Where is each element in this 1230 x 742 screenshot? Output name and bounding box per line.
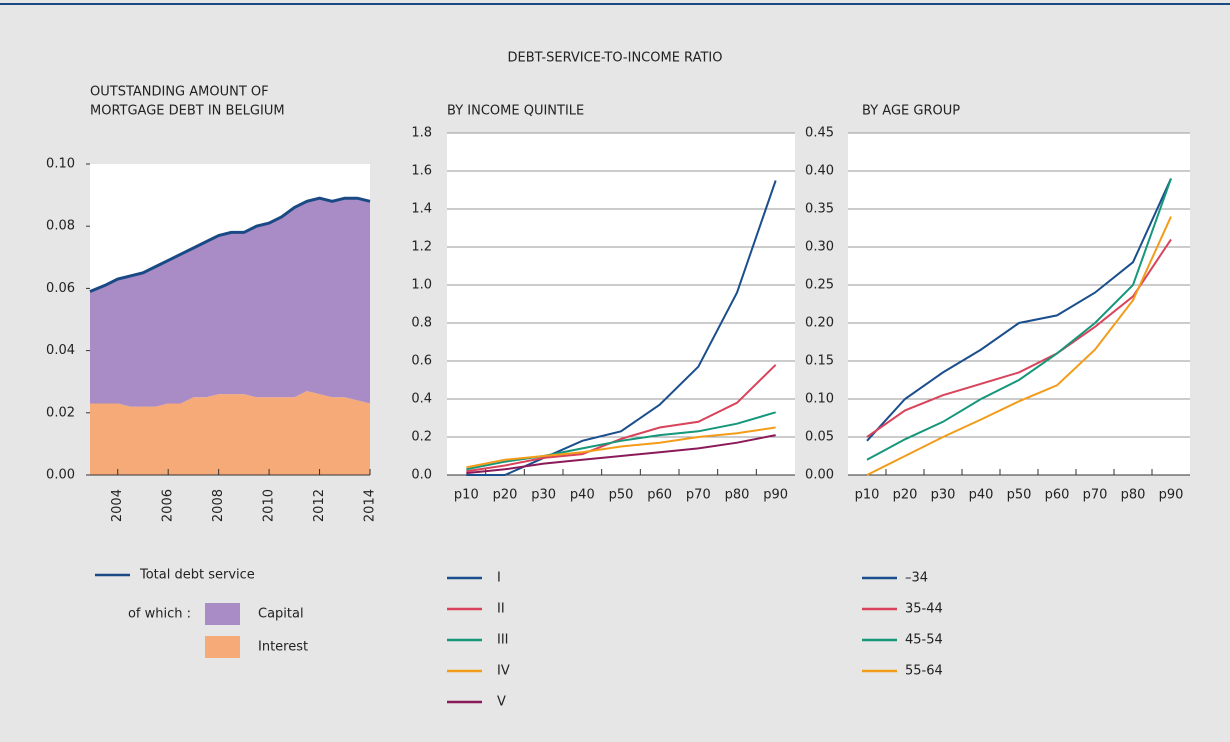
y-tick-label: 0.45 [805, 126, 834, 141]
x-tick-label: 2008 [211, 489, 226, 522]
x-tick-label: p30 [531, 488, 556, 503]
y-tick-label: 1.0 [411, 278, 432, 293]
y-tick-label: 0.6 [411, 354, 432, 369]
y-tick-label: 0.08 [46, 219, 75, 234]
x-tick-label: p90 [763, 488, 788, 503]
x-tick-label: p40 [570, 488, 595, 503]
line [466, 364, 777, 473]
y-tick-label: 1.2 [411, 240, 432, 255]
x-tick-label: p10 [855, 488, 880, 503]
y-tick-label: 0.25 [805, 278, 834, 293]
legend-label: 55-64 [905, 664, 943, 679]
legend-swatch [205, 603, 240, 625]
y-tick-label: 0.0 [411, 468, 432, 483]
x-tick-label: p70 [686, 488, 711, 503]
x-tick-label: 2012 [312, 489, 327, 522]
plot-area [848, 133, 1190, 475]
y-tick-label: 0.00 [805, 468, 834, 483]
line [466, 426, 776, 469]
panel-title: BY INCOME QUINTILE [447, 104, 584, 119]
y-tick-label: 0.10 [46, 157, 75, 172]
line [466, 411, 776, 471]
y-tick-label: 1.8 [411, 126, 432, 141]
x-tick-label: p80 [1121, 488, 1146, 503]
y-tick-label: 0.20 [805, 316, 834, 331]
line [866, 216, 1172, 476]
y-tick-label: 0.04 [46, 343, 75, 358]
legend-label: Capital [258, 607, 304, 622]
y-tick-label: 1.4 [411, 202, 432, 217]
y-tick-label: 0.06 [46, 281, 75, 296]
plot-area [447, 133, 795, 475]
legend-swatch [205, 636, 240, 658]
figure-title: DEBT-SERVICE-TO-INCOME RATIO [508, 51, 723, 66]
y-tick-label: 0.15 [805, 354, 834, 369]
y-tick-label: 0.40 [805, 164, 834, 179]
x-tick-label: p70 [1083, 488, 1108, 503]
x-tick-label: p20 [493, 488, 518, 503]
legend-label: II [497, 602, 505, 617]
x-tick-label: p40 [969, 488, 994, 503]
legend-label: Total debt service [139, 568, 255, 583]
line [466, 434, 776, 475]
legend-label: 45-54 [905, 633, 943, 648]
legend-label: 35-44 [905, 602, 943, 617]
x-tick-label: p60 [647, 488, 672, 503]
legend-label: III [497, 633, 509, 648]
y-tick-label: 0.2 [411, 430, 432, 445]
panel-title: MORTGAGE DEBT IN BELGIUM [90, 104, 285, 119]
x-tick-label: p50 [1007, 488, 1032, 503]
y-tick-label: 0.00 [46, 468, 75, 483]
x-tick-label: 2004 [110, 489, 125, 522]
legend-note: of which : [128, 607, 191, 622]
y-tick-label: 0.35 [805, 202, 834, 217]
area [90, 391, 370, 475]
x-tick-label: p30 [931, 488, 956, 503]
line [866, 238, 1172, 438]
line [866, 178, 1172, 461]
line [89, 196, 371, 293]
panel-title: OUTSTANDING AMOUNT OF [90, 85, 269, 100]
x-tick-label: p50 [609, 488, 634, 503]
line [866, 178, 1172, 442]
legend-label: I [497, 571, 501, 586]
y-tick-label: 0.30 [805, 240, 834, 255]
legend-label: Interest [258, 640, 308, 655]
y-tick-label: 0.10 [805, 392, 834, 407]
x-tick-label: p60 [1045, 488, 1070, 503]
y-tick-label: 0.4 [411, 392, 432, 407]
x-tick-label: 2014 [363, 489, 378, 522]
y-tick-label: 1.6 [411, 164, 432, 179]
line [466, 180, 777, 476]
y-tick-label: 0.05 [805, 430, 834, 445]
y-tick-label: 0.02 [46, 405, 75, 420]
x-tick-label: p80 [725, 488, 750, 503]
x-tick-label: p20 [893, 488, 918, 503]
legend-label: –34 [905, 571, 928, 586]
x-tick-label: 2010 [262, 489, 277, 522]
panel-title: BY AGE GROUP [862, 104, 960, 119]
legend-label: IV [497, 664, 510, 679]
y-tick-label: 0.8 [411, 316, 432, 331]
x-tick-label: 2006 [161, 489, 176, 522]
area [90, 198, 370, 407]
x-tick-label: p10 [454, 488, 479, 503]
legend-label: V [497, 695, 506, 710]
x-tick-label: p90 [1159, 488, 1184, 503]
